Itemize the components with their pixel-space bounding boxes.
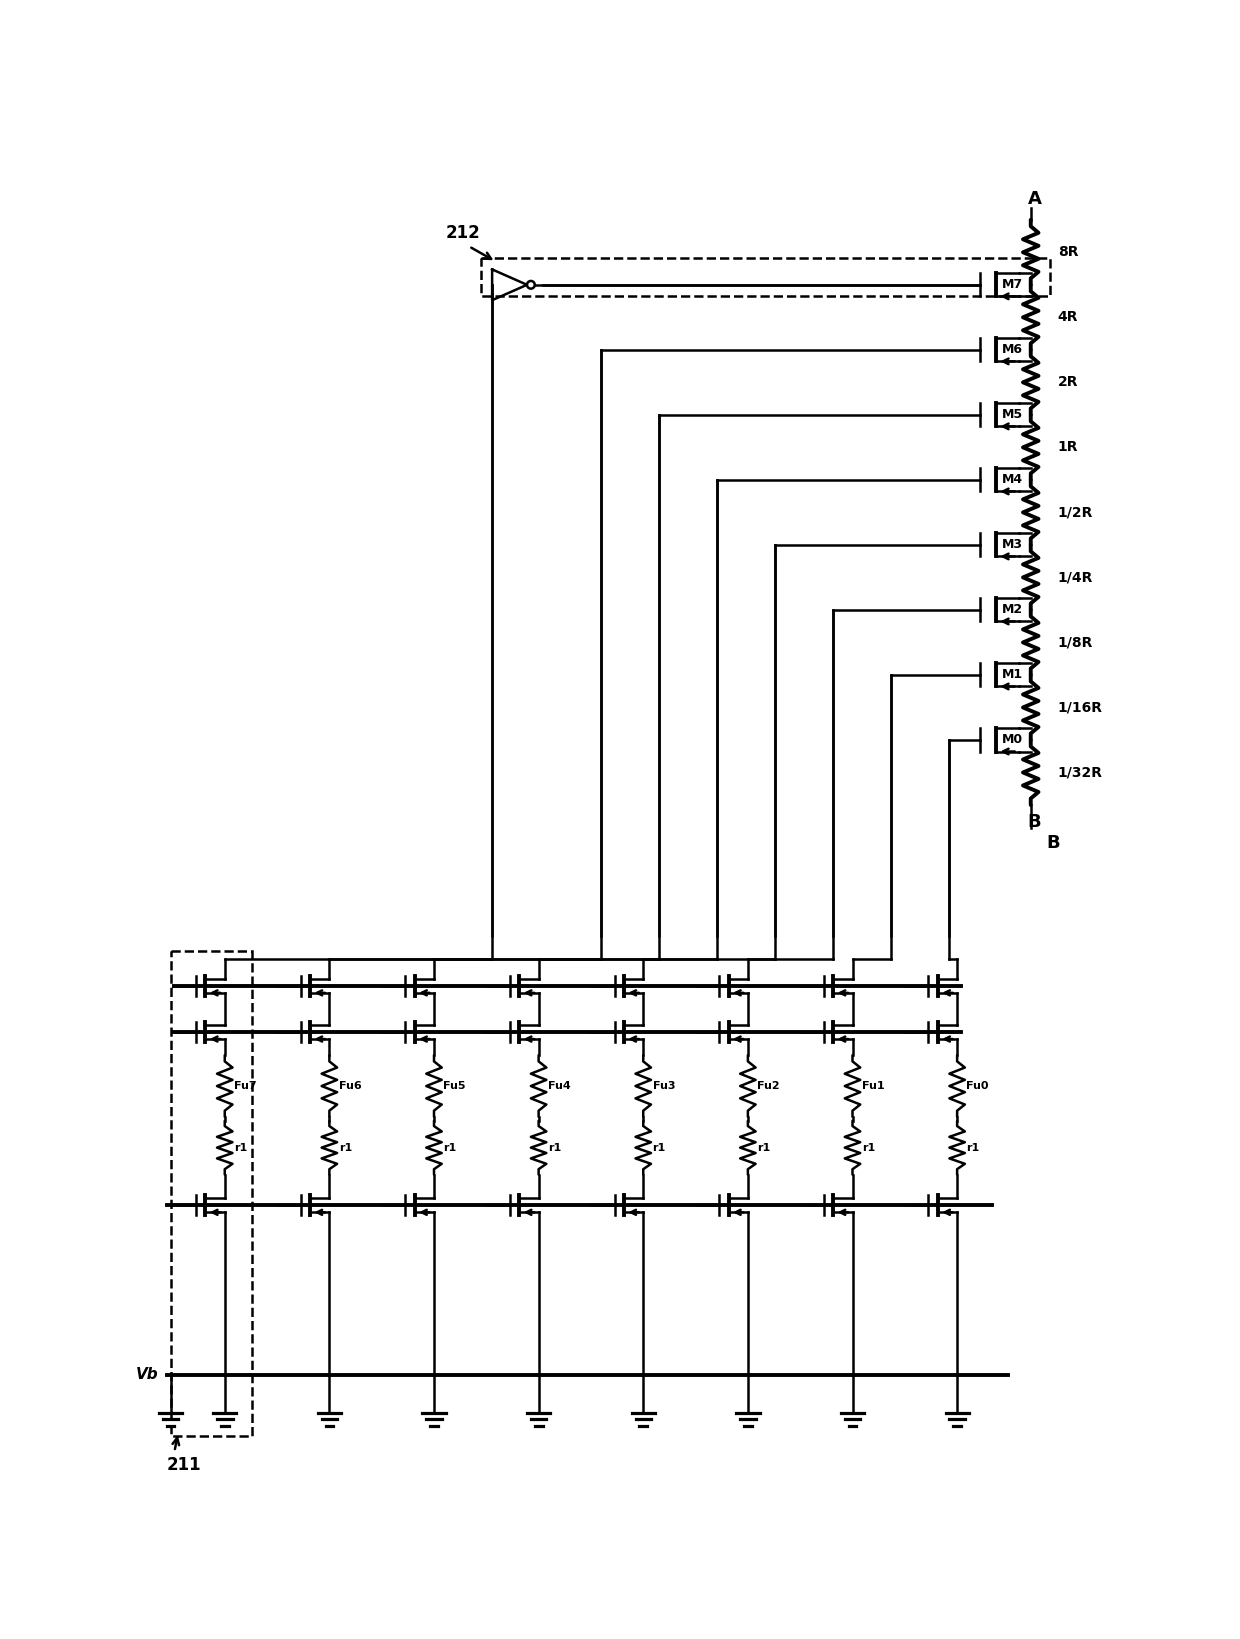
- Text: A: A: [1028, 190, 1042, 208]
- Text: Fu3: Fu3: [652, 1082, 675, 1092]
- Text: r1: r1: [652, 1142, 666, 1152]
- Text: M7: M7: [1002, 279, 1023, 292]
- Text: 1R: 1R: [1058, 441, 1079, 454]
- Text: M5: M5: [1002, 408, 1023, 421]
- Text: B: B: [1047, 834, 1060, 852]
- Text: Fu5: Fu5: [444, 1082, 466, 1092]
- Text: 1/32R: 1/32R: [1058, 765, 1102, 780]
- Text: r1: r1: [966, 1142, 980, 1152]
- Text: 212: 212: [445, 225, 480, 243]
- Text: M1: M1: [1002, 669, 1023, 682]
- Text: 1/8R: 1/8R: [1058, 636, 1094, 649]
- Text: 211: 211: [166, 1455, 201, 1473]
- Text: M2: M2: [1002, 603, 1023, 616]
- Text: r1: r1: [339, 1142, 352, 1152]
- Text: 4R: 4R: [1058, 310, 1079, 325]
- Text: 2R: 2R: [1058, 375, 1079, 390]
- Text: r1: r1: [862, 1142, 875, 1152]
- Text: Fu0: Fu0: [966, 1082, 990, 1092]
- Text: M6: M6: [1002, 343, 1023, 356]
- Text: Fu4: Fu4: [548, 1082, 570, 1092]
- Text: 8R: 8R: [1058, 246, 1079, 259]
- Text: M0: M0: [1002, 734, 1023, 746]
- Text: Fu7: Fu7: [234, 1082, 257, 1092]
- Text: B: B: [1028, 813, 1042, 831]
- Text: M3: M3: [1002, 538, 1023, 551]
- Text: Vb: Vb: [136, 1367, 159, 1382]
- Text: Fu1: Fu1: [862, 1082, 884, 1092]
- Text: M4: M4: [1002, 474, 1023, 487]
- Text: r1: r1: [758, 1142, 770, 1152]
- Text: 1/16R: 1/16R: [1058, 700, 1102, 715]
- Text: 1/2R: 1/2R: [1058, 505, 1094, 520]
- Text: r1: r1: [548, 1142, 562, 1152]
- Text: Fu2: Fu2: [758, 1082, 780, 1092]
- Text: r1: r1: [444, 1142, 456, 1152]
- Text: Fu6: Fu6: [339, 1082, 361, 1092]
- Text: 1/4R: 1/4R: [1058, 570, 1094, 585]
- Text: r1: r1: [234, 1142, 247, 1152]
